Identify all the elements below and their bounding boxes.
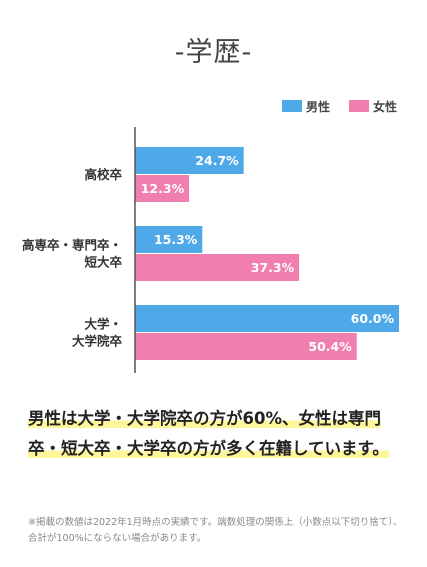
bar-0-0 <box>135 147 244 174</box>
category-label-0-0: 高校卒 <box>84 167 122 182</box>
bar-value-label-1-0: 15.3% <box>154 232 198 247</box>
bar-value-label-2-1: 50.4% <box>308 339 352 354</box>
bar-value-label-0-1: 12.3% <box>141 181 185 196</box>
category-label-2-0: 大学・ <box>84 317 122 332</box>
bar-1-1 <box>135 254 300 281</box>
bar-value-label-2-0: 60.0% <box>351 311 395 326</box>
bar-0-1 <box>135 175 190 202</box>
bar-2-1 <box>135 333 357 360</box>
bar-value-label-0-0: 24.7% <box>195 153 239 168</box>
chart-legend: 男性 女性 <box>282 99 397 114</box>
summary-highlight: 男性は大学・大学院卒の方が60%、女性は専門卒・短大卒・大学卒の方が多く在籍して… <box>28 409 389 458</box>
chart-bars: 24.7% 12.3% 高校卒 15.3% 37.3% 高専卒・専門卒・短大卒 60.0% 5… <box>22 147 399 360</box>
footnote: ※掲載の数値は2022年1月時点の実績です。端数処理の関係上（小数点以下切り捨て… <box>28 517 403 544</box>
category-label-2-1: 大学院卒 <box>72 334 123 349</box>
bar-1-0 <box>135 226 203 253</box>
bar-value-label-1-1: 37.3% <box>251 260 295 275</box>
legend-swatch-1 <box>349 100 369 112</box>
education-bar-chart: 男性 女性 24.7% 12.3% 高校卒 15.3% 37.3% 高専卒・専門卒・短大卒 6… <box>22 99 399 373</box>
bar-2-0 <box>135 305 399 332</box>
legend-label-1: 女性 <box>373 99 397 114</box>
legend-label-0: 男性 <box>306 99 330 114</box>
legend-swatch-0 <box>282 100 302 112</box>
category-label-1-1: 短大卒 <box>84 255 122 270</box>
page-title: -学歴- <box>174 37 253 68</box>
category-label-1-0: 高専卒・専門卒・ <box>22 238 122 253</box>
summary-text: 男性は大学・大学院卒の方が60%、女性は専門卒・短大卒・大学卒の方が多く在籍して… <box>28 404 400 464</box>
